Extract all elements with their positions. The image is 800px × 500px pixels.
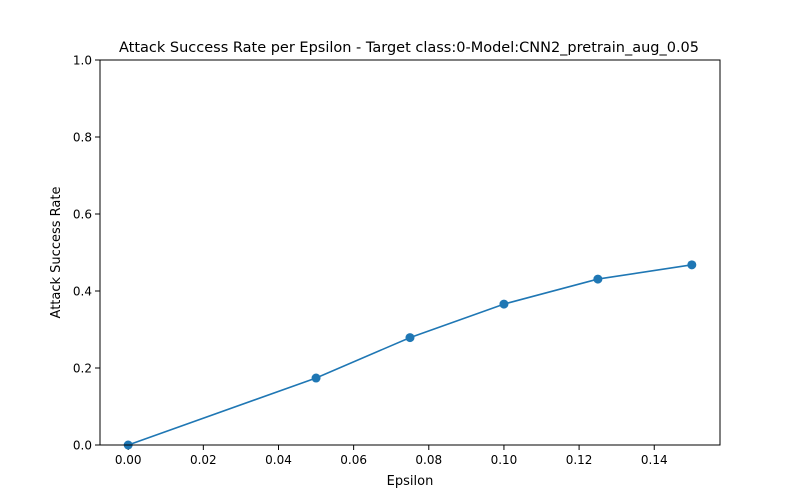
data-point (499, 299, 509, 309)
x-tick-label: 0.06 (340, 453, 367, 467)
y-tick-label: 0.4 (73, 285, 92, 299)
chart-title: Attack Success Rate per Epsilon - Target… (119, 40, 699, 56)
y-tick-label: 0.8 (73, 131, 92, 145)
x-axis-label: Epsilon (387, 474, 434, 489)
data-point (311, 373, 321, 383)
x-tick-label: 0.14 (641, 453, 668, 467)
y-tick-label: 0.6 (73, 208, 92, 222)
x-tick-label: 0.12 (566, 453, 593, 467)
y-tick-label: 0.0 (73, 439, 92, 453)
x-tick-label: 0.08 (415, 453, 442, 467)
series-line (127, 264, 692, 446)
x-axis: 0.00 0.02 0.04 0.06 0.08 0.10 0.12 0.14 (115, 445, 668, 467)
series-layer (123, 260, 697, 450)
plot-frame (99, 59, 721, 446)
y-tick-label: 0.2 (73, 362, 92, 376)
y-axis: 0.0 0.2 0.4 0.6 0.8 1.0 (73, 54, 100, 453)
data-point (405, 333, 415, 343)
data-point (687, 260, 697, 270)
x-tick-label: 0.10 (491, 453, 518, 467)
x-tick-label: 0.00 (115, 453, 142, 467)
y-axis-label: Attack Success Rate (49, 187, 64, 319)
x-tick-label: 0.02 (190, 453, 217, 467)
data-point (593, 274, 603, 284)
x-tick-label: 0.04 (265, 453, 292, 467)
y-tick-label: 1.0 (73, 54, 92, 68)
